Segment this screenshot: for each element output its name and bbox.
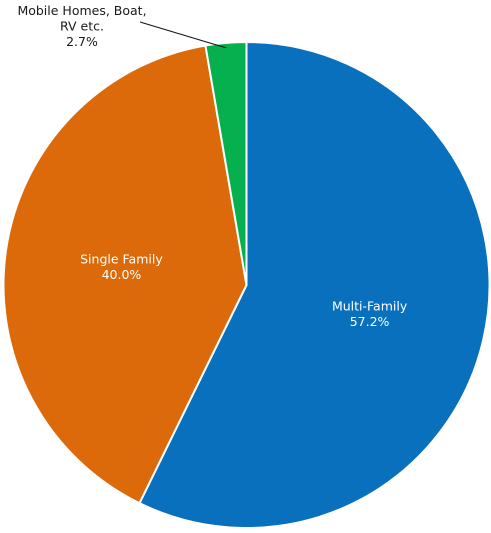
labels-layer: Multi-Family 57.2% Single Family 40.0% Mobil…: [17, 3, 407, 329]
slice-label-multi-family-line: Multi-Family: [332, 298, 408, 313]
slice-label-multi-family: Multi-Family 57.2%: [332, 298, 408, 329]
slices-layer: [2, 41, 491, 529]
leader-line-mobile-homes-boat-rv-etc: [139, 21, 227, 49]
slice-label-mobile-homes-boat-rv-etc-line: Mobile Homes, Boat,: [17, 3, 146, 18]
pie-slice-mobile-homes-boat-rv-etc: [204, 41, 248, 286]
slice-label-mobile-homes-boat-rv-etc-line: 2.7%: [66, 34, 98, 49]
slice-label-single-family-line: 40.0%: [102, 267, 142, 282]
pie-slice-single-family: [2, 44, 248, 505]
slice-label-mobile-homes-boat-rv-etc: Mobile Homes, Boat, RV etc. 2.7%: [17, 3, 146, 49]
pie-slice-multi-family: [138, 41, 491, 529]
slice-label-single-family: Single Family 40.0%: [80, 252, 163, 283]
slice-label-mobile-homes-boat-rv-etc-line: RV etc.: [60, 19, 104, 34]
leader-lines-layer: [139, 21, 227, 49]
slice-label-multi-family-line: 57.2%: [350, 314, 390, 329]
slice-label-single-family-line: Single Family: [80, 252, 163, 267]
